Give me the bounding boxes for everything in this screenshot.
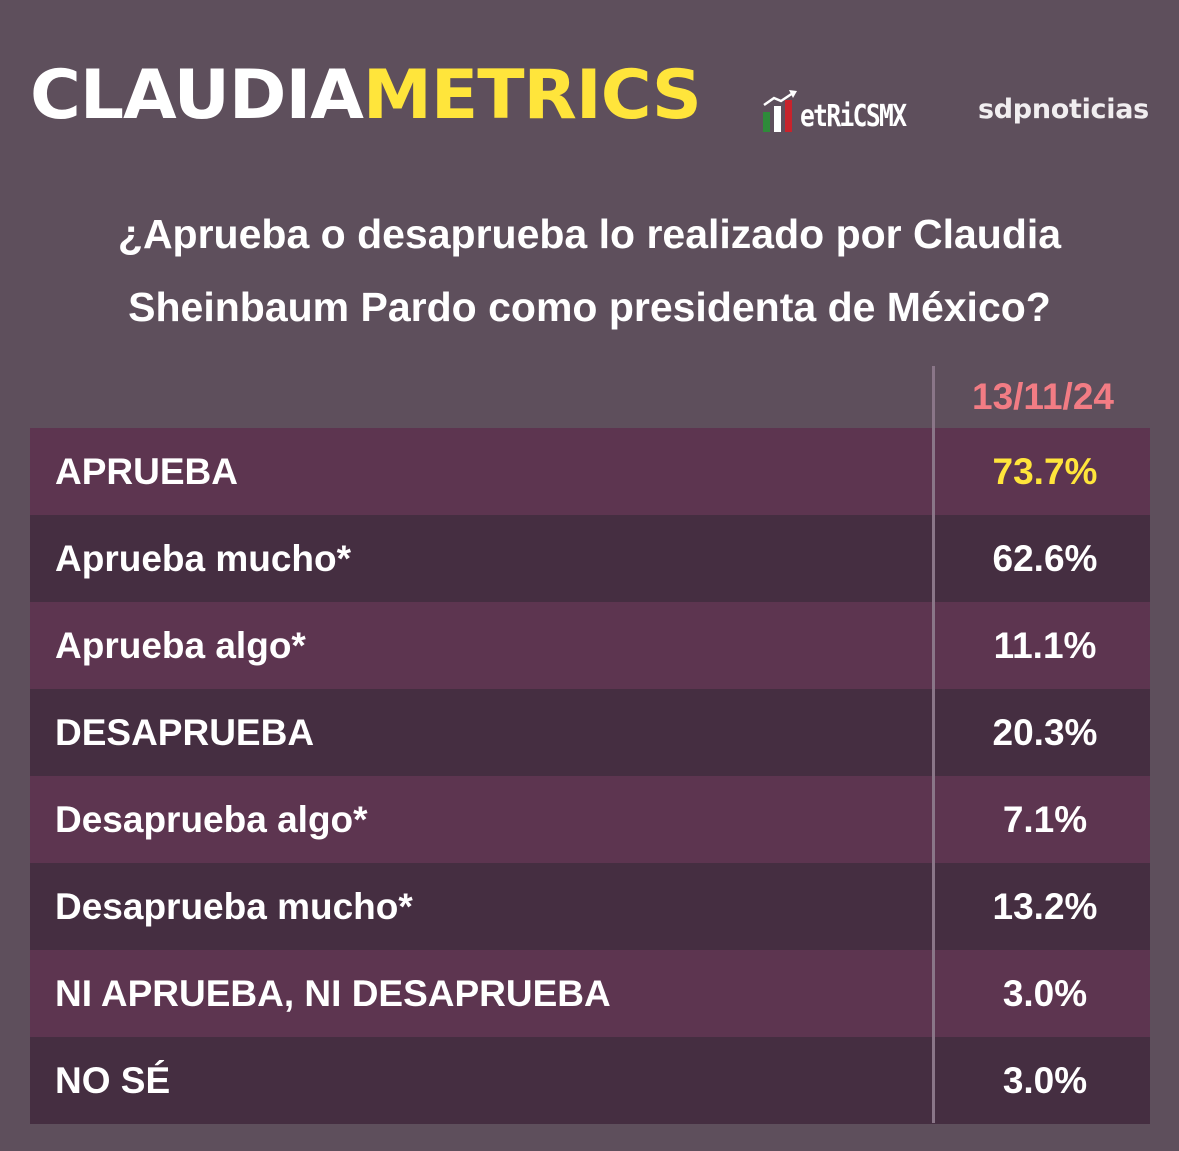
rising-bars-arrow-icon bbox=[763, 90, 797, 132]
row-label: Desaprueba algo* bbox=[55, 798, 368, 840]
row-value: 62.6% bbox=[992, 537, 1098, 579]
table-row-aprueba: APRUEBA 73.7% bbox=[30, 428, 1150, 515]
row-label: DESAPRUEBA bbox=[55, 711, 315, 753]
metricsmx-logo: etRiCSMX bbox=[762, 86, 929, 134]
table-row-desaprueba-algo: Desaprueba algo* 7.1% bbox=[30, 776, 1150, 863]
results-table: APRUEBA 73.7% Aprueba mucho* 62.6% Aprue… bbox=[30, 428, 1150, 1124]
row-value: 73.7% bbox=[992, 450, 1098, 492]
row-label: NO SÉ bbox=[55, 1059, 171, 1101]
column-divider bbox=[932, 366, 935, 1123]
row-label: Desaprueba mucho* bbox=[55, 885, 413, 927]
row-label: NI APRUEBA, NI DESAPRUEBA bbox=[55, 972, 611, 1014]
row-value: 7.1% bbox=[1002, 798, 1088, 840]
table-row-desaprueba: DESAPRUEBA 20.3% bbox=[30, 689, 1150, 776]
claudiametrics-logo: CLAUDIA METRICS bbox=[30, 56, 702, 136]
row-value: 11.1% bbox=[993, 624, 1097, 666]
table-row-aprueba-algo: Aprueba algo* 11.1% bbox=[30, 602, 1150, 689]
table-row-aprueba-mucho: Aprueba mucho* 62.6% bbox=[30, 515, 1150, 602]
table-row-desaprueba-mucho: Desaprueba mucho* 13.2% bbox=[30, 863, 1150, 950]
table-row-no-se: NO SÉ 3.0% bbox=[30, 1037, 1150, 1124]
row-label: Aprueba mucho* bbox=[55, 537, 352, 579]
survey-question: ¿Aprueba o desaprueba lo realizado por C… bbox=[117, 211, 1062, 330]
row-value: 3.0% bbox=[1002, 972, 1088, 1014]
row-value: 20.3% bbox=[992, 711, 1098, 753]
date-column-header: 13/11/24 bbox=[972, 376, 1114, 417]
row-value: 3.0% bbox=[1002, 1059, 1088, 1101]
row-value: 13.2% bbox=[992, 885, 1098, 927]
brand-claudia: CLAUDIA bbox=[30, 56, 364, 135]
row-label: APRUEBA bbox=[55, 450, 238, 492]
sdpnoticias-logo: sdpnoticias bbox=[978, 94, 1149, 125]
brand-metrics: METRICS bbox=[362, 56, 702, 135]
metricsmx-logo-text: etRiCSMX bbox=[800, 99, 907, 134]
row-label: Aprueba algo* bbox=[55, 624, 306, 666]
table-row-ni-aprueba-ni-desaprueba: NI APRUEBA, NI DESAPRUEBA 3.0% bbox=[30, 950, 1150, 1037]
